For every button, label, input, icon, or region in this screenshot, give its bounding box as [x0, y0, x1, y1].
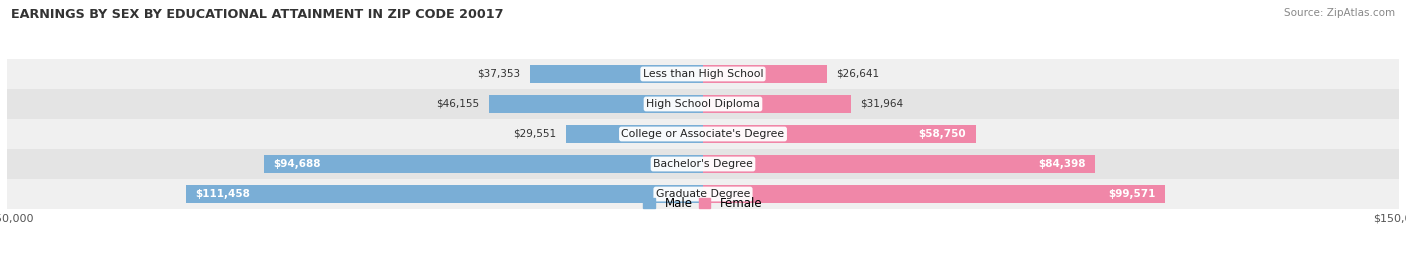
- Text: $58,750: $58,750: [918, 129, 966, 139]
- Bar: [703, 155, 1095, 173]
- Text: $29,551: $29,551: [513, 129, 557, 139]
- Text: Less than High School: Less than High School: [643, 69, 763, 79]
- Bar: [489, 95, 703, 113]
- Text: $94,688: $94,688: [273, 159, 321, 169]
- Text: $26,641: $26,641: [837, 69, 879, 79]
- Text: $84,398: $84,398: [1038, 159, 1085, 169]
- Bar: [186, 185, 703, 203]
- Bar: [7, 59, 1399, 89]
- Bar: [7, 119, 1399, 149]
- Bar: [530, 65, 703, 83]
- Text: $111,458: $111,458: [195, 189, 250, 199]
- Text: $31,964: $31,964: [860, 99, 904, 109]
- Text: $37,353: $37,353: [477, 69, 520, 79]
- Text: High School Diploma: High School Diploma: [647, 99, 759, 109]
- Bar: [703, 65, 827, 83]
- Legend: Male, Female: Male, Female: [638, 193, 768, 215]
- Text: EARNINGS BY SEX BY EDUCATIONAL ATTAINMENT IN ZIP CODE 20017: EARNINGS BY SEX BY EDUCATIONAL ATTAINMEN…: [11, 8, 503, 21]
- Text: Graduate Degree: Graduate Degree: [655, 189, 751, 199]
- Bar: [264, 155, 703, 173]
- Text: Bachelor's Degree: Bachelor's Degree: [652, 159, 754, 169]
- Bar: [703, 95, 851, 113]
- Bar: [703, 125, 976, 143]
- Bar: [7, 149, 1399, 179]
- Bar: [703, 185, 1166, 203]
- Text: $46,155: $46,155: [436, 99, 479, 109]
- Text: Source: ZipAtlas.com: Source: ZipAtlas.com: [1284, 8, 1395, 18]
- Bar: [7, 179, 1399, 209]
- Text: $99,571: $99,571: [1108, 189, 1156, 199]
- Text: College or Associate's Degree: College or Associate's Degree: [621, 129, 785, 139]
- Bar: [7, 89, 1399, 119]
- Bar: [565, 125, 703, 143]
